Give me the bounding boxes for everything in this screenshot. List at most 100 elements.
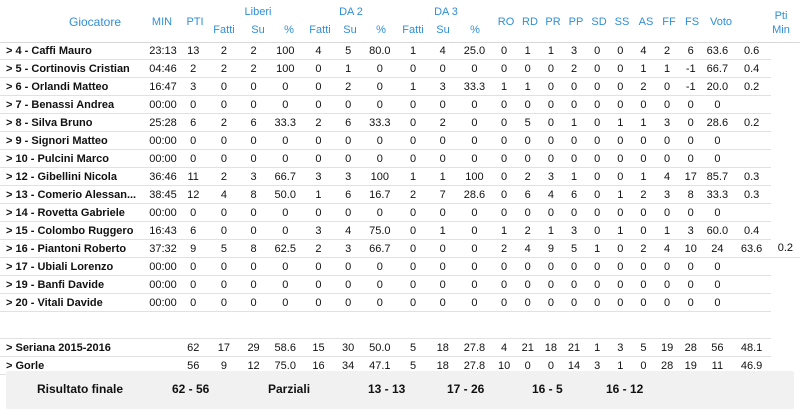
- stat-cell: 100: [267, 42, 303, 60]
- header-ss[interactable]: SS: [614, 16, 630, 28]
- header-da3-su[interactable]: Su: [436, 24, 450, 36]
- stat-cell: 0: [492, 185, 517, 204]
- header-da2[interactable]: DA 2: [339, 6, 363, 18]
- stat-cell: 0: [334, 203, 363, 222]
- header-da2-su[interactable]: Su: [343, 24, 357, 36]
- stat-cell: 0: [456, 131, 493, 150]
- header-liberi-su[interactable]: Su: [251, 24, 265, 36]
- stat-cell: 0: [239, 149, 268, 168]
- stat-cell: 0: [585, 131, 609, 150]
- row-name[interactable]: > 9 - Signori Matteo: [0, 131, 148, 150]
- row-name[interactable]: > Seriana 2015-2016: [0, 338, 148, 357]
- player-row[interactable]: > 10 - Pulcini Marco 00:00 0 0 0 0 0 0 0 0 0 0 0 0 0 0 0…: [0, 149, 800, 168]
- stat-cell: 18: [539, 338, 563, 357]
- player-row[interactable]: > 12 - Gibellini Nicola 36:46 11 2 3 66.7 3 3 10…: [0, 167, 800, 186]
- stat-cell: 100: [456, 167, 493, 186]
- player-row[interactable]: > 14 - Rovetta Gabriele 00:00 0 0 0 0 0 0 0 0 0 0 0 0…: [0, 203, 800, 222]
- player-row[interactable]: > 9 - Signori Matteo 00:00 0 0 0 0 0 0 0 0 0 0 0 0 0 0 0…: [0, 131, 800, 150]
- header-ff[interactable]: FF: [662, 16, 676, 28]
- row-name[interactable]: > 6 - Orlandi Matteo: [0, 77, 148, 96]
- header-da3-fatti[interactable]: Fatti: [402, 24, 424, 36]
- header-as[interactable]: AS: [638, 16, 654, 28]
- player-row[interactable]: > 15 - Colombo Ruggero 16:43 6 0 0 0 3 4 75.0 0 1 0…: [0, 221, 800, 240]
- header-da2-pct[interactable]: %: [376, 24, 386, 36]
- stat-cell: 0: [428, 59, 457, 78]
- header-liberi-pct[interactable]: %: [284, 24, 294, 36]
- final-score: 62 - 56: [172, 382, 210, 396]
- stat-cell: 0: [302, 203, 335, 222]
- player-row[interactable]: > 13 - Comerio Alessan... 38:45 12 4 8 50.0 1 6…: [0, 185, 800, 204]
- stat-cell: 58.6: [267, 338, 303, 357]
- stat-cell: 0: [456, 221, 493, 240]
- row-name[interactable]: > 17 - Ubiali Lorenzo: [0, 257, 148, 276]
- row-name[interactable]: > 20 - Vitali Davide: [0, 293, 148, 312]
- stat-cell: 0: [302, 77, 335, 96]
- team-row[interactable]: > Seriana 2015-2016 62 17 29 58.6 15 30 50.0 5 18…: [0, 338, 800, 357]
- stat-cell: 3: [655, 185, 680, 204]
- stat-cell: 0: [702, 149, 733, 168]
- player-row[interactable]: > 6 - Orlandi Matteo 16:47 3 0 0 0 0 2 0 1 3 33.3 1 1…: [0, 77, 800, 96]
- stat-cell: 0: [539, 77, 563, 96]
- row-name[interactable]: > 13 - Comerio Alessan...: [0, 185, 148, 204]
- row-name[interactable]: > 8 - Silva Bruno: [0, 113, 148, 132]
- header-pr[interactable]: PR: [545, 16, 561, 28]
- row-name[interactable]: > 19 - Banfi Davide: [0, 275, 148, 294]
- stat-cell: 4: [428, 42, 457, 60]
- player-row[interactable]: > 16 - Piantoni Roberto 37:32 9 5 8 62.5 2 3 66.…: [0, 239, 800, 258]
- player-row[interactable]: > 4 - Caffi Mauro 23:13 13 2 2 100 4 5 80.0 1 4 25.…: [0, 42, 800, 60]
- row-name[interactable]: > 10 - Pulcini Marco: [0, 149, 148, 168]
- header-fs[interactable]: FS: [684, 16, 700, 28]
- stat-cell: 2: [397, 185, 429, 204]
- stat-cell: 00:00: [147, 203, 179, 222]
- header-liberi-fatti[interactable]: Fatti: [213, 24, 235, 36]
- header-da2-fatti[interactable]: Fatti: [309, 24, 331, 36]
- stat-cell: 0: [239, 293, 268, 312]
- stat-cell: 85.7: [702, 167, 733, 186]
- stat-cell: 6: [562, 185, 586, 204]
- stat-cell: 6: [334, 185, 363, 204]
- header-da3-pct[interactable]: %: [470, 24, 480, 36]
- header-player[interactable]: Giocatore: [68, 15, 122, 29]
- header-pp[interactable]: PP: [568, 16, 584, 28]
- stat-cell: 0: [492, 113, 517, 132]
- stat-cell: 0: [362, 203, 398, 222]
- stat-cell: 0: [679, 131, 703, 150]
- stat-cell: 4: [655, 239, 680, 258]
- stat-cell: 0: [539, 149, 563, 168]
- row-name[interactable]: > 4 - Caffi Mauro: [0, 42, 148, 60]
- row-name[interactable]: > 12 - Gibellini Nicola: [0, 167, 148, 186]
- stat-cell: 0: [585, 275, 609, 294]
- stat-cell: 0: [302, 293, 335, 312]
- header-pti[interactable]: PTI: [186, 16, 204, 28]
- stat-cell: 1: [334, 59, 363, 78]
- player-row[interactable]: > 20 - Vitali Davide 00:00 0 0 0 0 0 0 0 0 0 0 0 0 0 0 0…: [0, 293, 800, 312]
- header-rd[interactable]: RD: [522, 16, 538, 28]
- header-da3[interactable]: DA 3: [434, 6, 458, 18]
- stat-cell: 0: [456, 59, 493, 78]
- header-min[interactable]: MIN: [151, 16, 173, 28]
- stat-cell: 0: [679, 293, 703, 312]
- stat-cell: [732, 131, 771, 150]
- stat-cell: 0: [679, 149, 703, 168]
- partial-q4: 16 - 12: [606, 382, 644, 396]
- player-row[interactable]: > 19 - Banfi Davide 00:00 0 0 0 0 0 0 0 0 0 0 0 0 0 0 0 0…: [0, 275, 800, 294]
- player-row[interactable]: > 8 - Silva Bruno 25:28 6 2 6 33.3 2 6 33.3 0 2 0 0 5…: [0, 113, 800, 132]
- row-name[interactable]: > 7 - Benassi Andrea: [0, 95, 148, 114]
- stat-cell: 0: [492, 149, 517, 168]
- player-row[interactable]: > 7 - Benassi Andrea 00:00 0 0 0 0 0 0 0 0 0 0 0 0 0 0 0…: [0, 95, 800, 114]
- stat-cell: 0: [267, 257, 303, 276]
- player-row[interactable]: > 5 - Cortinovis Cristian 04:46 2 2 2 100 0 1 0 0…: [0, 59, 800, 78]
- header-sd[interactable]: SD: [591, 16, 607, 28]
- row-name[interactable]: > 16 - Piantoni Roberto: [0, 239, 148, 258]
- row-name[interactable]: > 14 - Rovetta Gabriele: [0, 203, 148, 222]
- header-pti-min[interactable]: Pti Min: [772, 10, 790, 36]
- row-name[interactable]: > 15 - Colombo Ruggero: [0, 221, 148, 240]
- row-name[interactable]: > 5 - Cortinovis Cristian: [0, 59, 148, 78]
- stat-cell: 0: [362, 95, 398, 114]
- stat-cell: 0: [608, 131, 632, 150]
- player-row[interactable]: > 17 - Ubiali Lorenzo 00:00 0 0 0 0 0 0 0 0 0 0 0 0 0 0…: [0, 257, 800, 276]
- stat-cell: 0: [397, 257, 429, 276]
- header-ro[interactable]: RO: [497, 16, 515, 28]
- header-liberi[interactable]: Liberi: [244, 6, 272, 18]
- header-voto[interactable]: Voto: [709, 16, 733, 28]
